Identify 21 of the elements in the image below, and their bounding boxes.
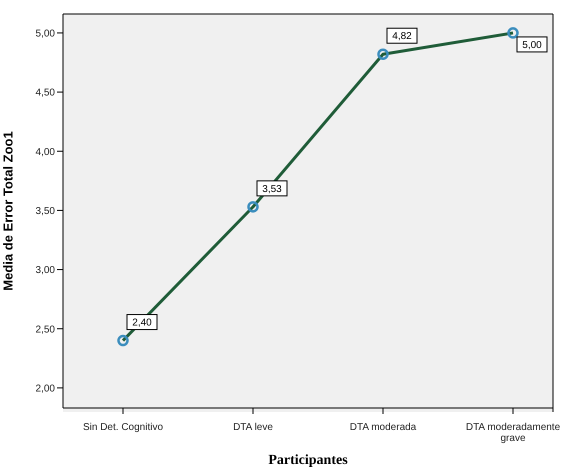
y-tick-label: 5,00	[36, 28, 56, 40]
y-axis-title: Media de Error Total Zoo1	[0, 131, 16, 291]
x-tick-label: DTA moderadamente grave	[466, 422, 561, 444]
point	[377, 48, 389, 60]
data-label: 4,82	[392, 31, 412, 42]
y-tick-label: 4,00	[36, 146, 56, 158]
point	[507, 27, 519, 39]
y-tick-label: 2,00	[36, 383, 56, 394]
point	[117, 334, 129, 346]
point	[247, 201, 259, 213]
y-tick-label: 2,50	[36, 324, 56, 336]
x-tick-label: Sin Det. Cognitivo	[82, 422, 164, 433]
y-tick-label: 4,50	[36, 88, 56, 99]
data-label: 5,00	[522, 40, 542, 51]
y-tick-label: 3,50	[36, 206, 56, 217]
x-tick-label: DTA leve	[233, 422, 274, 433]
x-axis-title: Participantes	[268, 453, 348, 468]
data-label: 3,53	[262, 184, 282, 195]
data-label: 2,40	[132, 318, 152, 329]
y-tick-label: 3,00	[36, 265, 56, 276]
x-tick-label: DTA moderada	[350, 422, 417, 433]
